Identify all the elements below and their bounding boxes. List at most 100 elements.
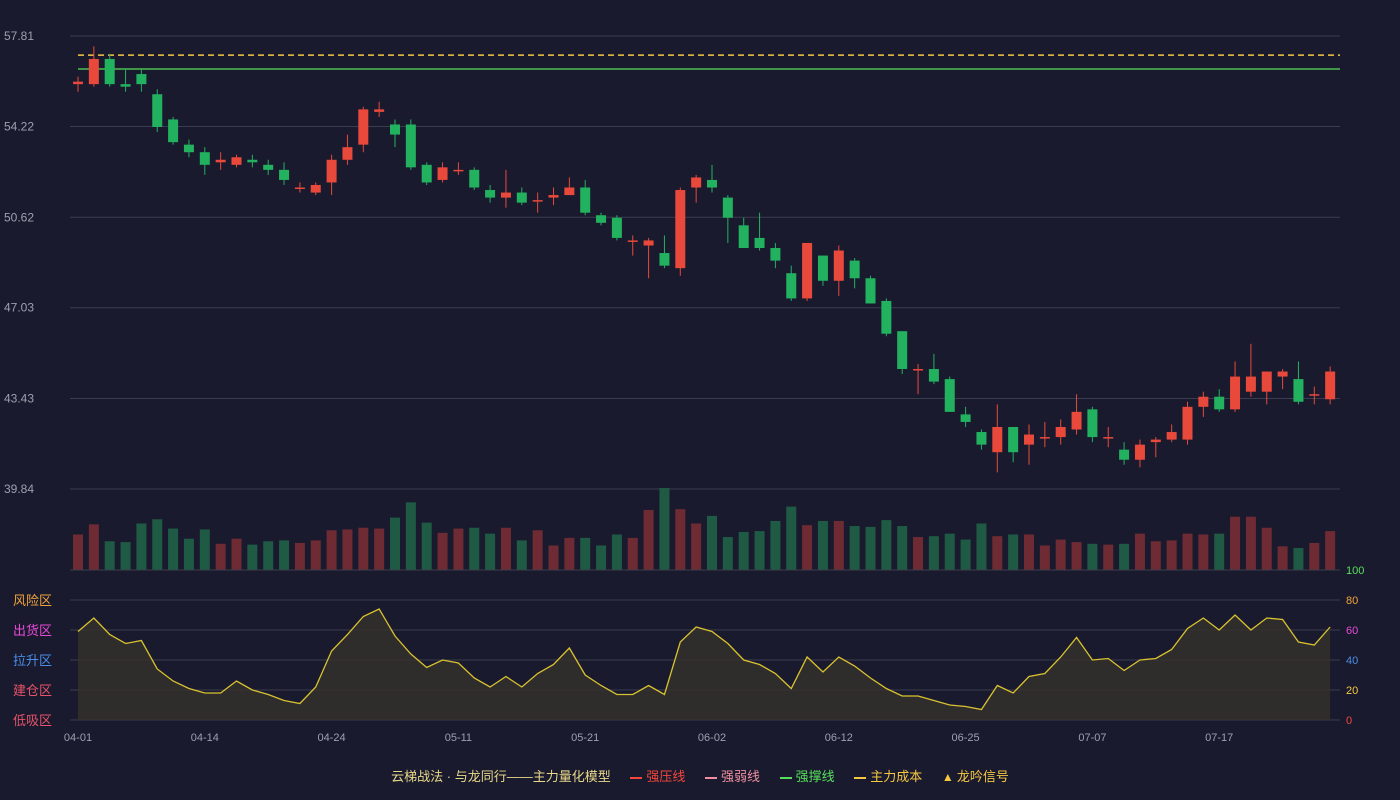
candle-body bbox=[992, 426, 1003, 453]
candle bbox=[643, 237, 654, 279]
candle-body bbox=[310, 184, 321, 193]
volume-bar bbox=[183, 538, 194, 570]
candle-body bbox=[928, 369, 939, 382]
candle bbox=[310, 182, 321, 196]
volume-bar bbox=[532, 530, 543, 570]
legend-item-dragon-signal[interactable]: ▲ 龙吟信号 bbox=[942, 766, 1009, 785]
volume-bar bbox=[976, 523, 987, 570]
volume-bar bbox=[643, 509, 654, 570]
candle-body bbox=[390, 124, 400, 135]
candle bbox=[548, 187, 559, 206]
candle-body bbox=[738, 225, 749, 249]
risk-zone-label: 出货区 bbox=[13, 623, 52, 638]
y-tick-label: 39.84 bbox=[4, 482, 34, 496]
candle bbox=[738, 217, 749, 249]
candle-body bbox=[342, 147, 353, 160]
triangle-icon: ▲ bbox=[941, 770, 954, 784]
y-tick-label: 54.22 bbox=[4, 119, 34, 133]
volume-bar bbox=[1039, 545, 1050, 570]
volume-bar bbox=[342, 529, 353, 570]
candle-body bbox=[580, 187, 591, 213]
candle-body bbox=[500, 192, 511, 198]
x-axis: 04-01 04-14 04-24 05-11 05-21 06-02 06-12 06-25… bbox=[64, 732, 1233, 744]
volume-bar bbox=[358, 527, 369, 570]
legend-label: 龙吟信号 bbox=[956, 769, 1009, 784]
candle-body bbox=[1087, 409, 1098, 438]
candle-body bbox=[627, 240, 638, 242]
volume-bar bbox=[88, 524, 99, 570]
volume-bar bbox=[1182, 533, 1193, 570]
volume-bar bbox=[944, 533, 955, 570]
candle bbox=[1166, 424, 1177, 443]
candle-body bbox=[183, 144, 194, 153]
candle-body bbox=[675, 190, 686, 269]
candle bbox=[849, 258, 860, 289]
volume-bar bbox=[294, 542, 305, 570]
candle bbox=[944, 376, 955, 412]
candle bbox=[1039, 421, 1050, 448]
volume-bar bbox=[152, 519, 163, 570]
legend-item-strong-support[interactable]: 强撑线 bbox=[779, 766, 835, 785]
candle bbox=[500, 169, 511, 208]
risk-zone-label: 拉升区 bbox=[13, 653, 52, 668]
candle-body bbox=[199, 152, 210, 165]
candle-body bbox=[358, 109, 369, 145]
risk-y-tick-label: 100 bbox=[1346, 565, 1364, 577]
risk-y-axis: 0 20 40 60 80 100 bbox=[1346, 565, 1364, 727]
x-tick-label: 07-17 bbox=[1205, 732, 1233, 744]
candle-body bbox=[136, 74, 147, 85]
candle bbox=[390, 119, 400, 148]
candle-body bbox=[279, 169, 290, 180]
candle-grid bbox=[70, 35, 1340, 490]
candle-body bbox=[1245, 376, 1256, 392]
candle bbox=[437, 162, 448, 183]
legend-item-strong-pressure[interactable]: 强压线 bbox=[630, 766, 685, 785]
candle-body bbox=[865, 278, 876, 304]
candle-body bbox=[596, 215, 607, 223]
legend-item-strength-weakness[interactable]: 强弱线 bbox=[705, 766, 760, 785]
candle-body bbox=[1325, 371, 1336, 400]
volume-bar bbox=[802, 525, 813, 570]
candle bbox=[120, 69, 131, 92]
risk-line bbox=[77, 608, 1331, 711]
volume-bar bbox=[1309, 542, 1320, 570]
y-tick-label: 47.03 bbox=[4, 301, 34, 315]
candle-body bbox=[849, 260, 860, 279]
volume-bar bbox=[548, 545, 559, 570]
volume-bar bbox=[1024, 534, 1034, 570]
volume-bar bbox=[865, 526, 876, 570]
volume-bar bbox=[897, 526, 908, 570]
candle-reference-lines bbox=[78, 54, 1340, 70]
risk-y-tick-label: 0 bbox=[1346, 715, 1352, 727]
candle-body bbox=[104, 58, 115, 85]
legend-title: 云梯战法 · 与龙同行——主力量化模型 bbox=[391, 769, 611, 784]
candle bbox=[453, 162, 464, 175]
x-tick-label: 06-12 bbox=[825, 732, 853, 744]
candle bbox=[976, 429, 987, 450]
candle bbox=[215, 152, 226, 170]
legend-swatch bbox=[854, 776, 867, 779]
volume-bar bbox=[1008, 534, 1019, 570]
legend-label: 强压线 bbox=[646, 769, 686, 784]
risk-zone-label: 建仓区 bbox=[13, 683, 52, 698]
volume-bar bbox=[786, 506, 797, 570]
volume-bar bbox=[580, 537, 591, 570]
legend-swatch bbox=[779, 776, 792, 779]
candle-body bbox=[1119, 449, 1130, 460]
candle bbox=[1214, 389, 1225, 412]
candle bbox=[802, 242, 813, 301]
candle bbox=[405, 119, 416, 170]
volume-bar bbox=[199, 529, 210, 570]
volume-bar bbox=[247, 544, 258, 570]
candle bbox=[1198, 391, 1209, 417]
candle bbox=[247, 154, 258, 168]
volume-bar bbox=[596, 545, 607, 570]
volume-bar bbox=[231, 538, 242, 570]
legend-item-main-cost[interactable]: 主力成本 bbox=[854, 766, 922, 785]
volume-bar bbox=[1134, 533, 1145, 570]
candle-body bbox=[1230, 376, 1241, 410]
legend-label: 强弱线 bbox=[721, 769, 761, 784]
candle-body bbox=[1198, 396, 1209, 407]
candle-body bbox=[215, 159, 226, 163]
